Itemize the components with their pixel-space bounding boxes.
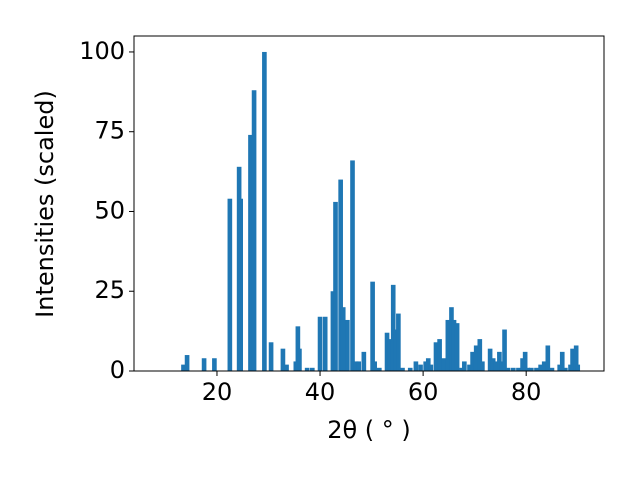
bar [451,319,457,371]
y-axis-label: Intensities (scaled) [31,90,59,318]
bar [280,348,286,371]
y-tick-label: 25 [94,276,125,304]
bar [525,367,531,371]
bar [390,284,396,371]
bar [356,361,362,371]
bar [522,351,528,371]
bar [445,319,451,371]
bar [449,307,454,371]
bar [534,367,539,371]
bar [575,364,581,371]
bar [330,291,336,371]
bar [505,367,511,371]
bar [350,160,355,371]
bar [541,361,547,371]
bar [467,364,472,371]
bar [425,358,431,371]
bar [433,342,439,371]
bar [462,361,467,371]
bar [470,351,475,371]
bar [184,355,190,371]
bar [322,316,328,371]
bar [563,367,568,371]
bar [549,367,555,371]
bar [370,281,375,371]
bar [345,319,350,371]
x-tick-label: 40 [305,378,336,406]
bar [499,361,505,371]
bar [502,329,507,371]
bar [538,364,543,371]
x-axis-label: 2θ ( ° ) [327,416,411,444]
y-tick-label: 100 [79,37,125,65]
bar [304,367,310,371]
bar [477,339,483,371]
bar [338,179,343,371]
bar [248,134,253,371]
bar [396,313,401,371]
bar [473,345,479,371]
y-tick-label: 50 [94,196,125,224]
bar [529,367,534,371]
bar [407,367,413,371]
bar [340,307,346,371]
bar [361,351,367,371]
bar [227,198,233,371]
bar [437,339,442,371]
plot-frame [133,35,605,372]
bar [181,364,186,371]
bar [251,90,257,371]
x-tick-label: 20 [202,378,233,406]
bar [333,201,338,371]
bar [516,367,521,371]
bar [372,361,377,371]
bar [317,316,323,371]
bar [493,361,499,371]
x-tick-label: 60 [408,378,439,406]
bar [201,358,207,371]
bar [573,345,579,371]
bar [268,342,274,371]
bar [510,367,516,371]
x-tick-label: 80 [511,378,542,406]
y-tick-label: 75 [94,117,125,145]
bar [297,348,302,371]
bar [520,358,525,371]
bar [490,358,496,371]
y-tick-label: 0 [110,356,125,384]
bar [384,332,390,371]
bar [353,361,359,371]
bar [497,351,502,371]
bar [309,367,315,371]
bar [557,364,562,371]
bar [284,364,289,371]
bar [454,323,460,371]
bar [262,51,267,371]
bar [441,358,447,371]
bar [559,351,565,371]
bar [238,198,243,371]
bar [570,348,575,371]
bar [413,361,419,371]
bar [428,364,434,371]
bar [423,361,429,371]
bar [545,345,551,371]
bar [387,339,393,371]
bar [400,367,405,371]
bar [418,364,423,371]
bar [487,348,493,371]
bar [480,361,485,371]
bar [459,367,465,371]
bar [212,358,217,371]
bar [376,367,382,371]
